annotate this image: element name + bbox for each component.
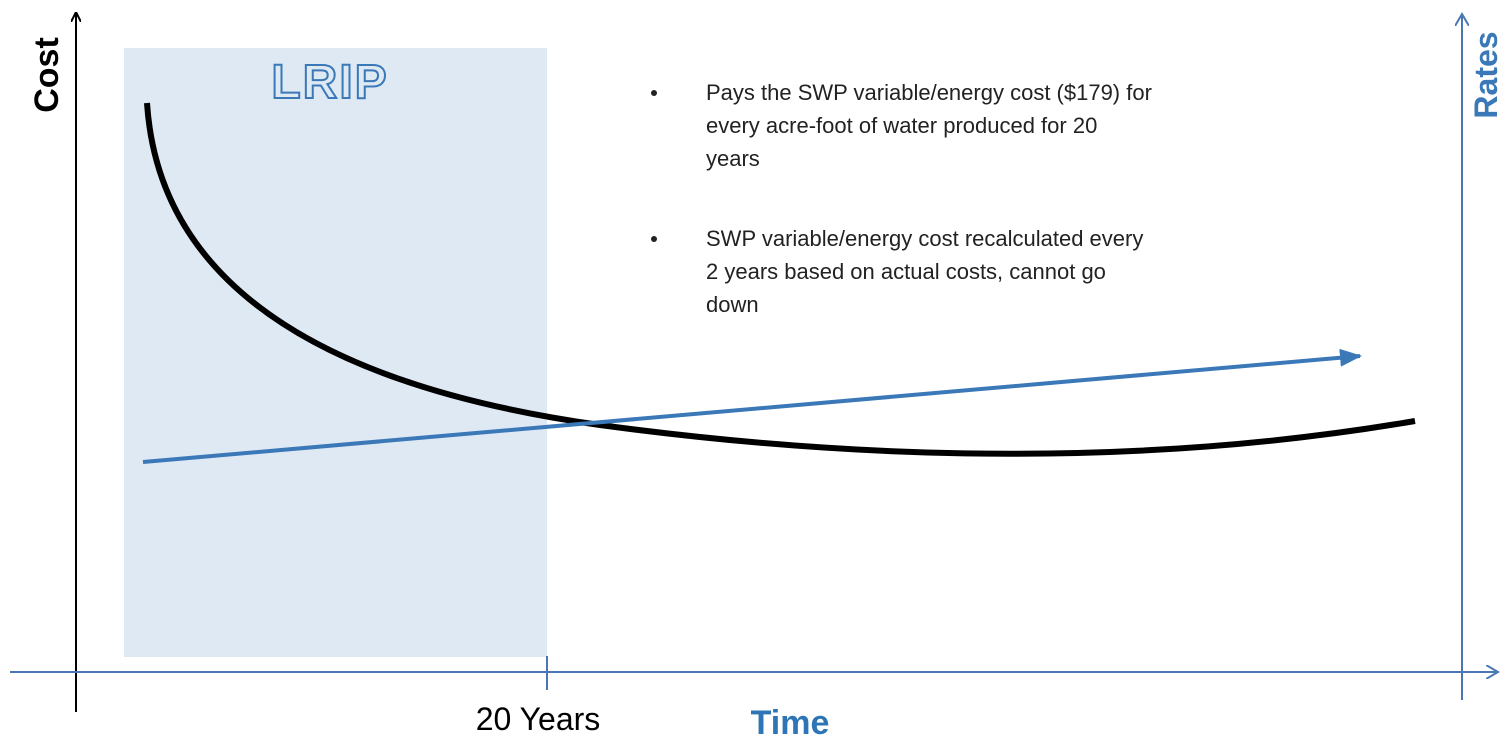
bullet-text: down [706, 292, 759, 317]
bullet-list: Pays the SWP variable/energy cost ($179)… [651, 80, 1152, 317]
y2-axis-label: Rates [1468, 31, 1503, 118]
region-label: LRIP [271, 56, 388, 109]
y-axis-label: Cost [28, 37, 66, 113]
cost-curve [144, 102, 1416, 457]
bullet-text: every acre-foot of water produced for 20 [706, 113, 1097, 138]
bullet-text: years [706, 146, 760, 171]
bullet-text: SWP variable/energy cost recalculated ev… [706, 226, 1143, 251]
bullet-text: 2 years based on actual costs, cannot go [706, 259, 1106, 284]
bullet-dot [651, 236, 657, 242]
bullet-dot [651, 90, 657, 96]
bullet-text: Pays the SWP variable/energy cost ($179)… [706, 80, 1152, 105]
x-tick-label: 20 Years [476, 701, 601, 737]
rates-line [142, 348, 1362, 464]
x-axis-label: Time [751, 704, 830, 742]
